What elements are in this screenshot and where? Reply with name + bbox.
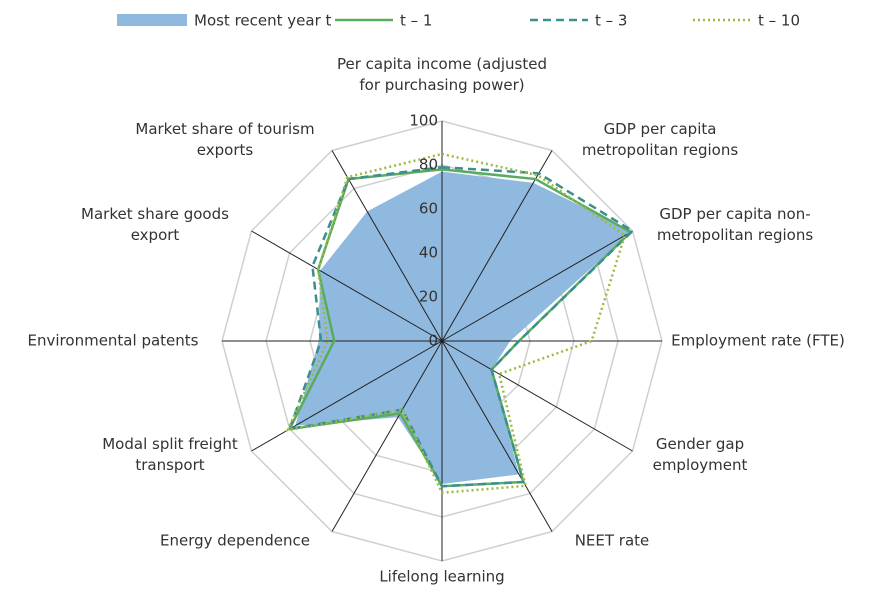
category-label: Energy dependence xyxy=(159,531,311,550)
category-label: Market share of tourism exports xyxy=(135,120,315,159)
spoke xyxy=(331,150,443,342)
legend-swatch xyxy=(117,14,187,26)
legend-label: t – 3 xyxy=(595,12,627,30)
spoke xyxy=(441,150,553,342)
tick-label: 80 xyxy=(419,156,438,174)
tick-label: 60 xyxy=(419,200,438,218)
series-line xyxy=(285,152,627,495)
tick-label: 100 xyxy=(409,112,438,130)
spoke xyxy=(251,230,443,342)
category-label: NEET rate xyxy=(574,531,650,550)
category-label: Modal split freight transport xyxy=(102,435,238,474)
spoke xyxy=(251,340,443,452)
category-label: Per capita income (adjusted for purchasi… xyxy=(336,55,548,94)
category-label: Environmental patents xyxy=(27,331,199,350)
tick-label: 0 xyxy=(428,332,438,350)
category-label: Employment rate (FTE) xyxy=(671,331,845,350)
category-label: GDP per capita metropolitan regions xyxy=(581,120,739,159)
spoke xyxy=(331,340,443,532)
tick-label: 40 xyxy=(419,244,438,262)
legend-label: Most recent year t xyxy=(194,12,332,30)
category-label: Gender gap employment xyxy=(652,435,748,474)
tick-label: 20 xyxy=(419,288,438,306)
category-label: GDP per capita non-metropolitan regions xyxy=(656,205,814,244)
series-line xyxy=(287,165,635,488)
category-label: Lifelong learning xyxy=(379,567,505,586)
spoke xyxy=(441,340,633,452)
spoke xyxy=(441,340,553,532)
spoke xyxy=(441,230,633,342)
category-label: Market share goods export xyxy=(81,205,229,244)
legend-label: t – 10 xyxy=(758,12,800,30)
legend-label: t – 1 xyxy=(400,12,432,30)
